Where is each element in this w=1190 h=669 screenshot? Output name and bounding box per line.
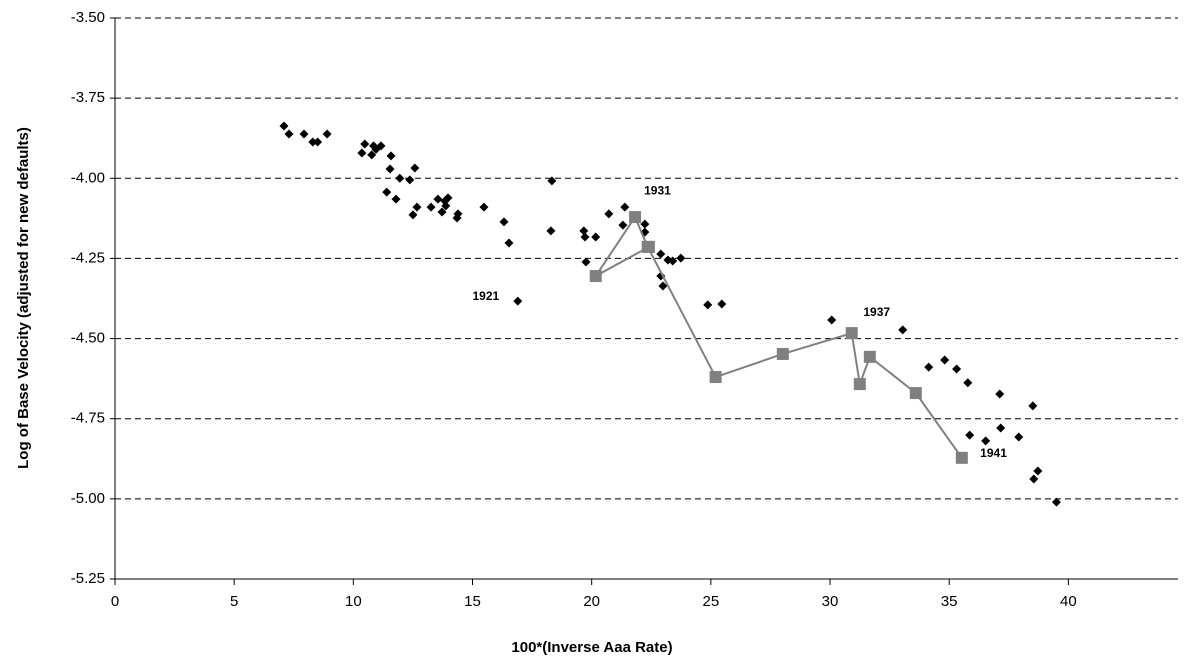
diamond-point	[580, 232, 590, 242]
diamond-point	[408, 210, 418, 220]
annotation: 1921	[473, 289, 500, 303]
x-tick-label: 20	[583, 593, 600, 610]
diamond-point	[479, 202, 489, 212]
x-tick-label: 40	[1060, 593, 1077, 610]
diamond-point	[385, 164, 395, 174]
diamond-point	[433, 194, 443, 204]
square-point	[629, 211, 642, 224]
series-line	[594, 214, 963, 459]
diamond-point	[1033, 466, 1043, 476]
diamond-point	[668, 256, 678, 266]
y-tick-label: -5.00	[71, 490, 105, 507]
diamond-point	[1029, 474, 1039, 484]
diamond-point	[547, 176, 557, 186]
square-point	[909, 387, 922, 400]
y-tick-label: -4.25	[71, 249, 105, 266]
diamond-point	[308, 137, 318, 147]
diamond-point	[995, 389, 1005, 399]
diamond-point	[426, 202, 436, 212]
square-point	[863, 350, 876, 363]
diamond-point	[1028, 401, 1038, 411]
diamond-point	[513, 296, 523, 306]
diamond-point	[604, 209, 614, 219]
diamond-point	[441, 201, 451, 211]
square-point	[709, 371, 722, 384]
diamond-point	[395, 173, 405, 183]
diamond-point	[965, 430, 975, 440]
diamond-point	[827, 315, 837, 325]
diamond-point	[996, 423, 1006, 433]
diamond-point	[382, 187, 392, 197]
annotation: 1937	[863, 305, 890, 319]
diamond-point	[391, 194, 401, 204]
square-point	[853, 378, 866, 391]
diamond-point	[658, 281, 668, 291]
diamond-point	[279, 121, 289, 131]
x-tick-label: 15	[464, 593, 481, 610]
diamond-point	[924, 362, 934, 372]
x-tick-label: 25	[703, 593, 720, 610]
diamond-point	[952, 364, 962, 374]
diamond-point	[410, 163, 420, 173]
diamond-point	[386, 151, 396, 161]
diamond-point	[581, 257, 591, 267]
y-axis-label: Log of Base Velocity (adjusted for new d…	[15, 127, 32, 469]
diamond-point	[284, 129, 294, 139]
square-point	[641, 240, 654, 253]
x-axis-label: 100*(Inverse Aaa Rate)	[511, 639, 672, 656]
diamond-point	[546, 226, 556, 236]
x-tick-label: 5	[230, 593, 238, 610]
diamond-point	[1051, 497, 1061, 507]
diamond-point	[437, 207, 447, 217]
diamond-point	[504, 238, 514, 248]
y-tick-label: -4.50	[71, 330, 105, 347]
diamond-point	[676, 253, 686, 263]
square-point	[589, 270, 602, 283]
x-tick-label: 35	[941, 593, 958, 610]
diamond-point	[412, 202, 422, 212]
diamond-point	[367, 150, 377, 160]
x-tick-label: 30	[822, 593, 839, 610]
diamond-point	[313, 137, 323, 147]
x-tick-label: 10	[345, 593, 362, 610]
diamond-point	[618, 220, 628, 230]
y-tick-label: -3.75	[71, 89, 105, 106]
diamond-point	[579, 226, 589, 236]
diamond-point	[940, 355, 950, 365]
diamond-point	[405, 175, 415, 185]
diamond-point	[453, 209, 463, 219]
diamond-point	[322, 129, 332, 139]
diamond-point	[443, 193, 453, 203]
diamond-point	[898, 325, 908, 335]
square-point	[955, 451, 968, 464]
diamond-point	[656, 249, 666, 259]
y-tick-label: -5.25	[71, 570, 105, 587]
diamond-point	[963, 378, 973, 388]
diamond-point	[640, 219, 650, 229]
diamond-point	[620, 202, 630, 212]
diamond-point	[981, 436, 991, 446]
square-point	[845, 327, 858, 340]
diamond-point	[591, 232, 601, 242]
diamond-point	[299, 129, 309, 139]
annotation: 1931	[644, 183, 671, 197]
x-tick-label: 0	[111, 593, 119, 610]
annotation: 1941	[980, 446, 1007, 460]
diamond-point	[703, 300, 713, 310]
square-point	[776, 347, 789, 360]
diamond-point	[360, 139, 370, 149]
diamond-point	[1014, 432, 1024, 442]
y-tick-label: -4.75	[71, 410, 105, 427]
diamond-point	[357, 148, 367, 158]
diamond-point	[499, 217, 509, 227]
y-tick-label: -3.50	[71, 9, 105, 26]
y-tick-label: -4.00	[71, 169, 105, 186]
diamond-point	[717, 299, 727, 309]
diamond-point	[376, 141, 386, 151]
